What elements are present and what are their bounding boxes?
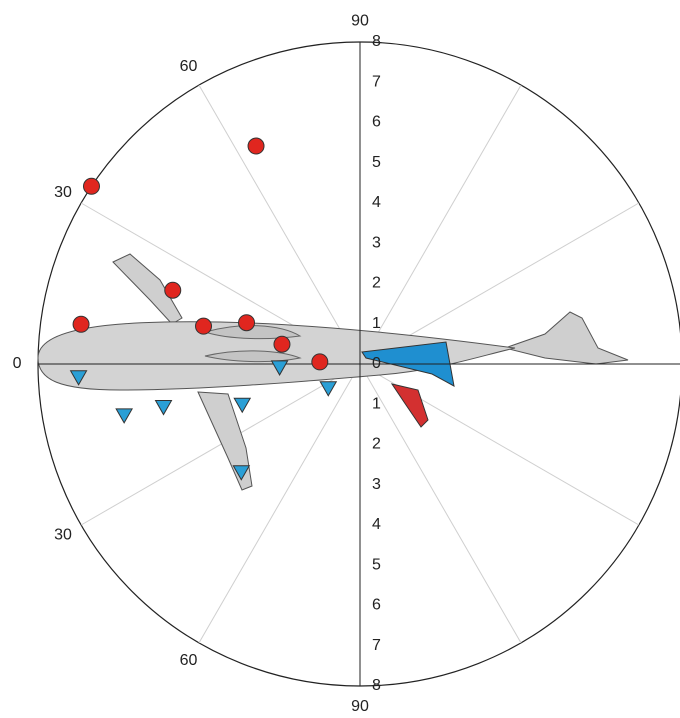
r-tick-label: 6 xyxy=(372,597,381,614)
r-tick-label: 4 xyxy=(372,516,381,533)
data-point xyxy=(248,138,264,154)
r-tick-label: 7 xyxy=(372,637,381,654)
r-tick-label: 8 xyxy=(372,677,381,694)
r-tick-label: 2 xyxy=(372,436,381,453)
theta-tick-label: 60 xyxy=(180,58,198,75)
data-point xyxy=(73,316,89,332)
r-tick-label: 4 xyxy=(372,194,381,211)
r-tick-label: 2 xyxy=(372,275,381,292)
r-tick-label: 3 xyxy=(372,234,381,251)
r-tick-label: 1 xyxy=(372,315,381,332)
r-tick-label: 0 xyxy=(372,355,381,372)
theta-tick-label: 90 xyxy=(351,698,369,715)
r-tick-label: 6 xyxy=(372,114,381,131)
data-point xyxy=(83,178,99,194)
data-point xyxy=(312,354,328,370)
data-point xyxy=(239,315,255,331)
r-tick-label: 7 xyxy=(372,73,381,90)
r-tick-label: 1 xyxy=(372,395,381,412)
data-point xyxy=(165,282,181,298)
theta-tick-label: 30 xyxy=(54,527,72,544)
theta-tick-label: 60 xyxy=(180,652,198,669)
data-point xyxy=(196,318,212,334)
r-tick-label: 3 xyxy=(372,476,381,493)
theta-tick-label: 90 xyxy=(351,12,369,29)
r-tick-label: 5 xyxy=(372,556,381,573)
r-tick-label: 5 xyxy=(372,154,381,171)
data-point xyxy=(274,336,290,352)
theta-tick-label: 30 xyxy=(54,184,72,201)
chart: 0 30 60 90 30 60 90 0 1 2 3 4 5 6 7 8 1 2 3 4 5 6 7 8 xyxy=(0,0,680,718)
r-tick-label: 8 xyxy=(372,33,381,50)
theta-tick-label: 0 xyxy=(13,355,22,372)
